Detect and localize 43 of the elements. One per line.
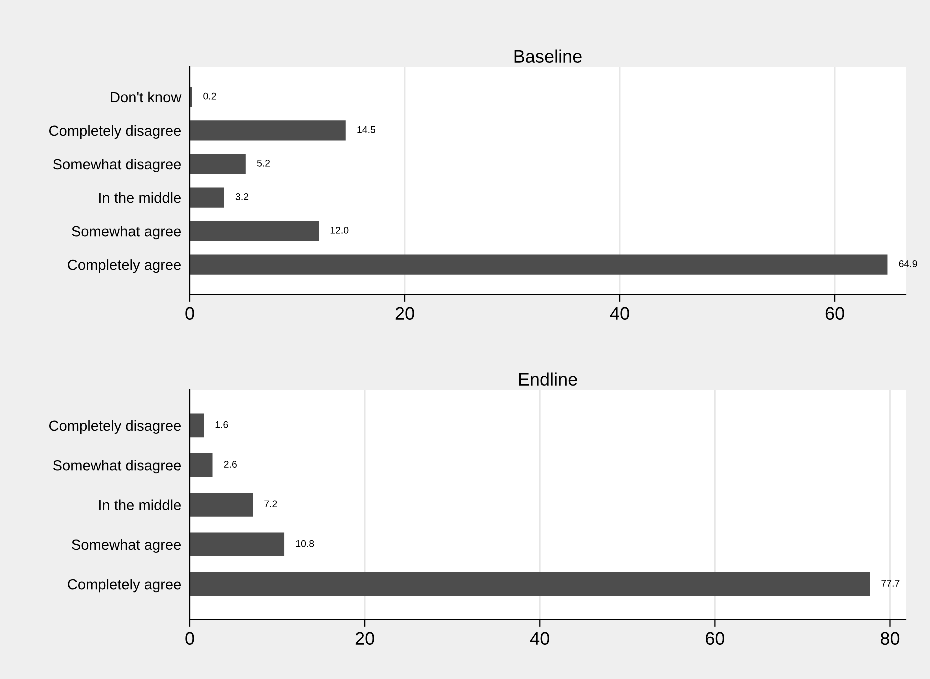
data-label: 2.6 <box>224 461 237 468</box>
bar <box>190 254 888 275</box>
x-tick-label: 20 <box>356 632 374 646</box>
bar <box>190 572 870 596</box>
chart-title: Endline <box>519 372 578 386</box>
y-tick-label: Completely disagree <box>49 420 182 434</box>
y-tick-label: Completely agree <box>68 260 182 274</box>
x-tick-label: 60 <box>706 632 725 646</box>
data-label: 3.2 <box>236 193 249 200</box>
data-label: 0.2 <box>204 92 216 100</box>
bar <box>190 221 320 242</box>
x-tick-label: 0 <box>186 307 194 320</box>
x-tick-label: 40 <box>530 632 550 646</box>
data-label: 77.7 <box>882 580 900 587</box>
x-tick-label: 20 <box>396 307 414 320</box>
bar <box>190 120 346 141</box>
y-tick-label: Somewhat disagree <box>53 158 182 173</box>
y-tick-label: In the middle <box>100 192 182 204</box>
y-tick-label: Somewhat agree <box>72 226 182 240</box>
y-tick-label: In the middle <box>100 500 182 510</box>
data-label: 10.8 <box>296 540 314 548</box>
y-tick-label: Completely agree <box>68 579 182 593</box>
bar <box>190 453 213 478</box>
data-label: 12.0 <box>330 227 349 234</box>
y-tick-label: Completely disagree <box>49 125 182 140</box>
data-label: 5.2 <box>257 160 270 167</box>
data-label: 64.9 <box>899 260 918 268</box>
bar <box>190 414 204 438</box>
x-tick-label: 60 <box>826 307 844 320</box>
bar <box>190 493 254 517</box>
x-tick-label: 80 <box>880 632 900 646</box>
y-tick-label: Somewhat agree <box>72 539 182 553</box>
data-label: 7.2 <box>264 500 278 508</box>
x-tick-label: 0 <box>186 632 194 646</box>
data-label: 14.5 <box>358 126 376 134</box>
bar <box>190 154 246 174</box>
y-tick-label: Don't know <box>111 92 182 103</box>
chart-title: Baseline <box>514 50 582 64</box>
bar <box>190 188 224 208</box>
y-tick-label: Somewhat disagree <box>53 460 182 474</box>
data-label: 1.6 <box>216 421 228 428</box>
bar <box>190 532 285 557</box>
x-tick-label: 40 <box>610 307 630 320</box>
